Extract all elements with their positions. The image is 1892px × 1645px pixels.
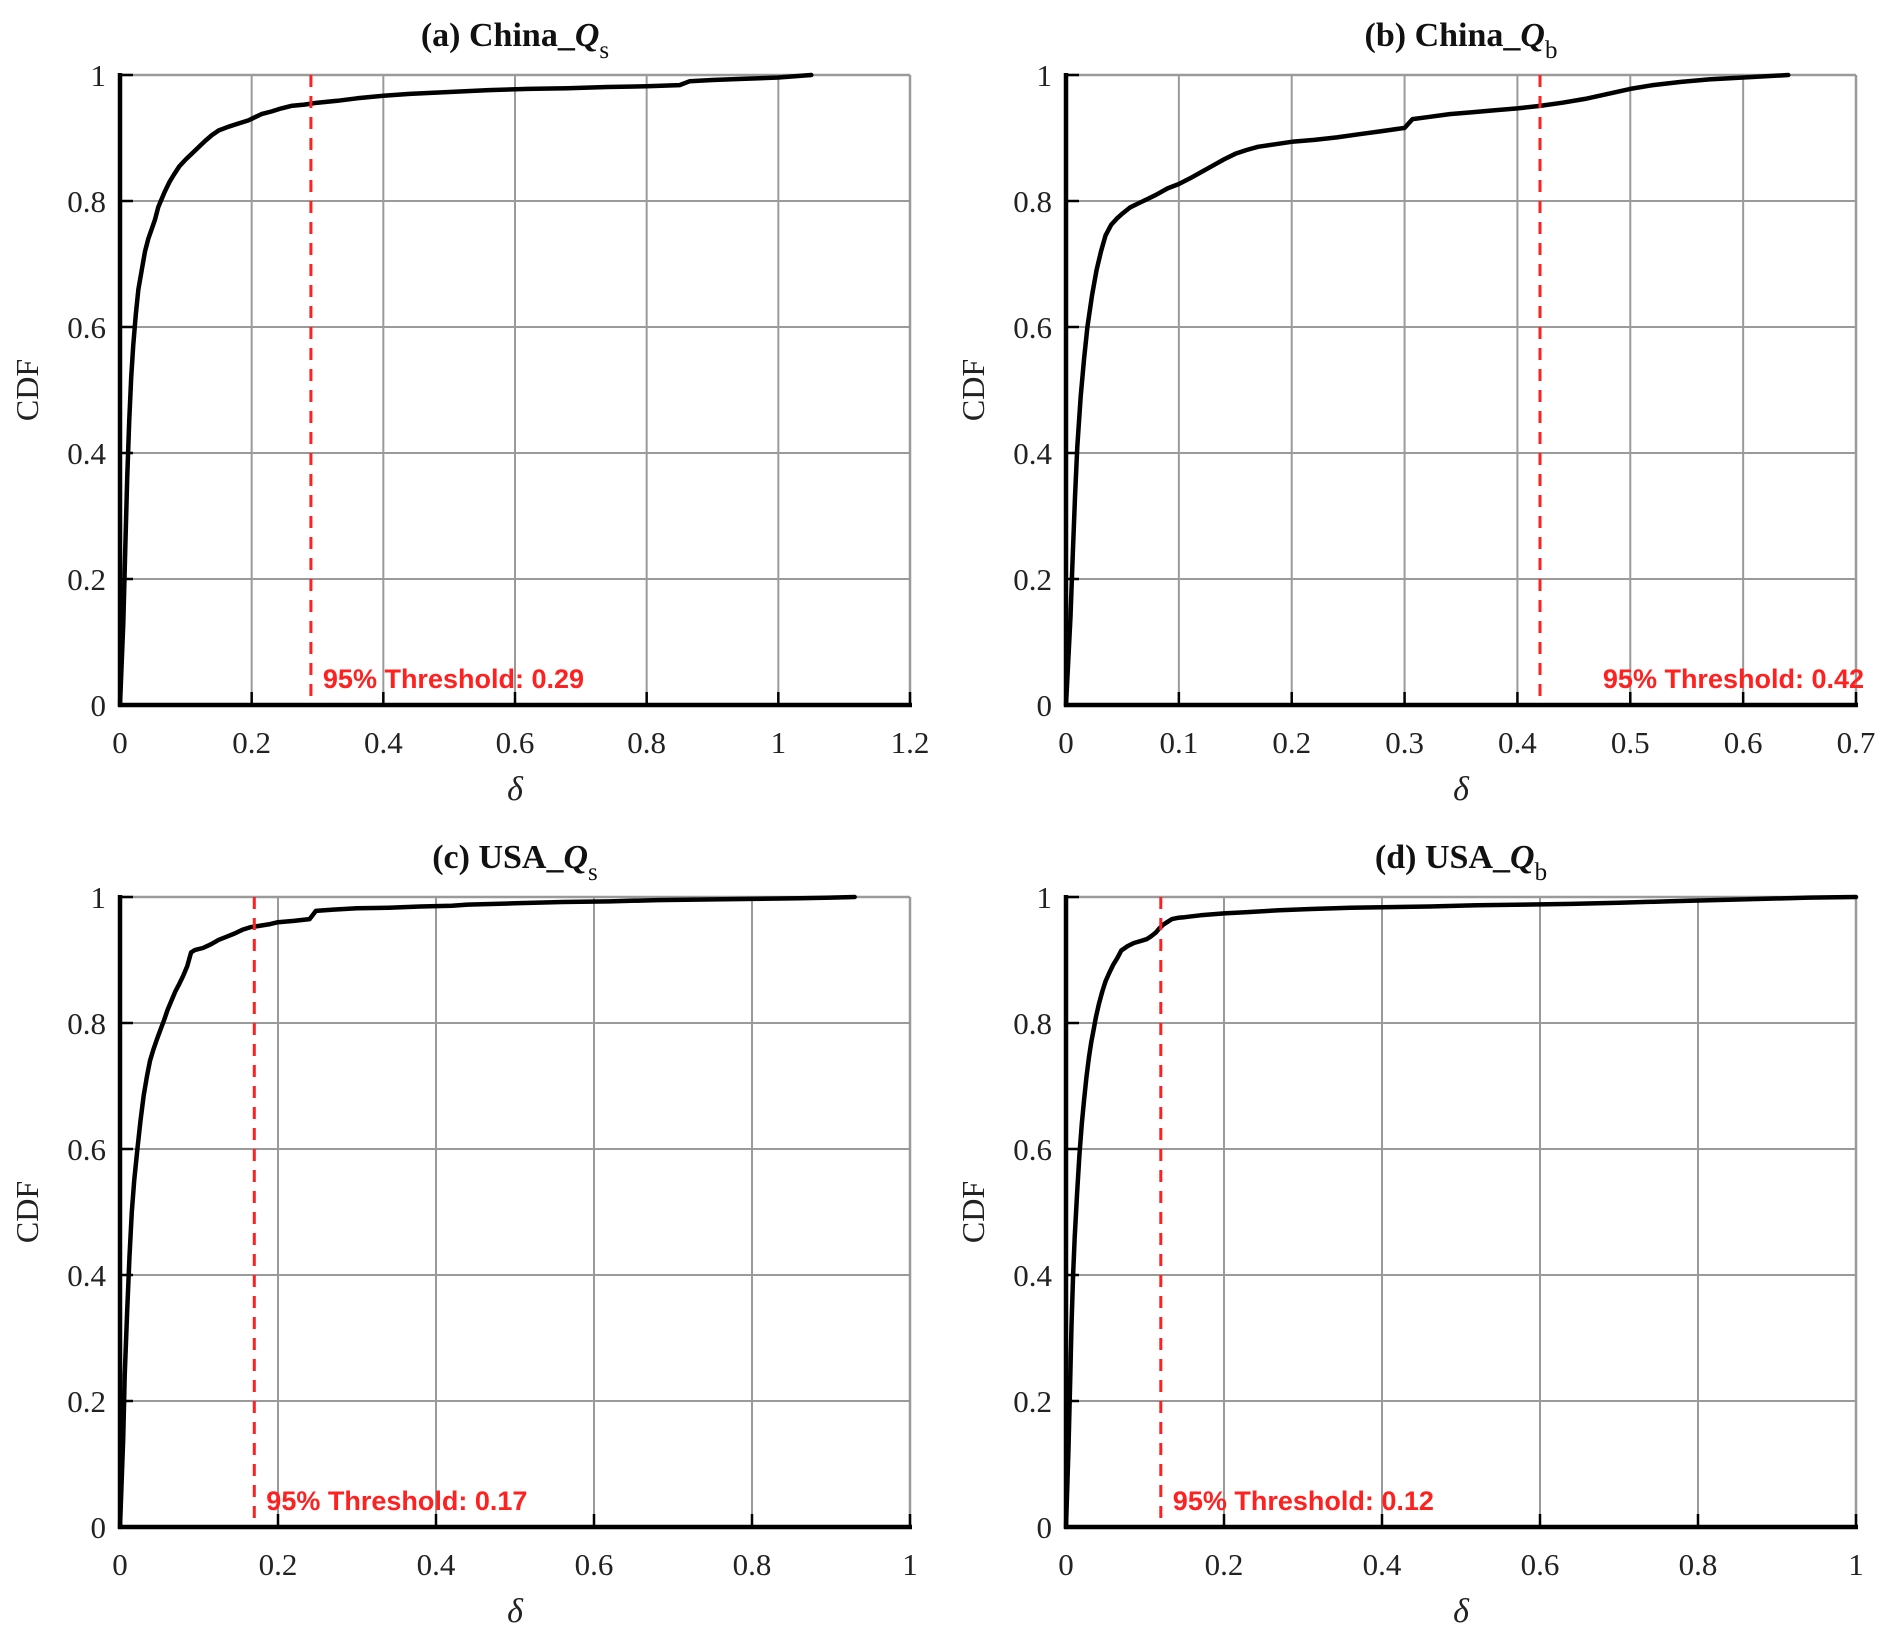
plot-title: (b) China_Qb xyxy=(1365,17,1558,64)
x-tick-label: 1 xyxy=(902,1547,918,1582)
y-tick-label: 0.2 xyxy=(1013,1384,1052,1419)
cdf-plot-d: 95% Threshold: 0.12 0 0.2 0.4 0.6 0.8 1 0 0.2 0.4… xyxy=(955,839,1864,1630)
grid-lines xyxy=(119,896,911,1528)
cdf-curve xyxy=(1063,894,1859,1530)
x-tick-label: 0.4 xyxy=(364,725,403,760)
y-tick-label: 0.6 xyxy=(67,310,106,345)
x-tick-label: 1 xyxy=(771,725,787,760)
x-tick-label: 0.4 xyxy=(417,1547,456,1582)
y-tick-label: 0.4 xyxy=(67,1258,106,1293)
x-tick-label: 0 xyxy=(112,1547,128,1582)
y-axis-label: CDF xyxy=(9,359,45,421)
x-tick-label: 0.6 xyxy=(575,1547,614,1582)
y-tick-label: 0.8 xyxy=(1013,184,1052,219)
subplot-usa-qs: 95% Threshold: 0.17 0 0.2 0.4 0.6 0.8 1 0 0.2 0.4… xyxy=(0,822,946,1644)
x-tick-label: 0.2 xyxy=(1205,1547,1244,1582)
subplot-china-qb: 95% Threshold: 0.42 0 0.1 0.2 0.3 0.4 0.5 0.6 0.… xyxy=(946,0,1892,822)
cdf-curve xyxy=(1063,72,1791,708)
y-tick-label: 0.6 xyxy=(67,1132,106,1167)
x-tick-label: 0.6 xyxy=(1521,1547,1560,1582)
y-tick-label: 0 xyxy=(91,688,107,723)
y-tick-label: 1 xyxy=(91,880,107,915)
x-tick-label: 0 xyxy=(112,725,128,760)
threshold-label: 95% Threshold: 0.29 xyxy=(323,664,584,694)
subplot-usa-qb: 95% Threshold: 0.12 0 0.2 0.4 0.6 0.8 1 0 0.2 0.4… xyxy=(946,822,1892,1644)
cdf-plot-b: 95% Threshold: 0.42 0 0.1 0.2 0.3 0.4 0.5 0.6 0.… xyxy=(955,17,1876,808)
tick-marks xyxy=(1064,895,1858,1529)
x-tick-label: 0.2 xyxy=(232,725,271,760)
x-tick-label: 0.7 xyxy=(1837,725,1876,760)
y-tick-label: 0.2 xyxy=(67,562,106,597)
y-tick-label: 0.4 xyxy=(1013,436,1052,471)
grid-lines xyxy=(1065,74,1857,706)
y-tick-label: 1 xyxy=(1037,58,1053,93)
plot-title: (d) USA_Qb xyxy=(1375,839,1547,886)
y-tick-label: 0.6 xyxy=(1013,1132,1052,1167)
x-tick-label: 0.3 xyxy=(1385,725,1424,760)
threshold-label: 95% Threshold: 0.42 xyxy=(1603,664,1864,694)
y-tick-label: 0 xyxy=(1037,1510,1053,1545)
x-axis-label: δ xyxy=(1453,771,1470,808)
y-tick-label: 0.2 xyxy=(1013,562,1052,597)
cdf-plot-c: 95% Threshold: 0.17 0 0.2 0.4 0.6 0.8 1 0 0.2 0.4… xyxy=(9,839,918,1630)
x-tick-label: 0.4 xyxy=(1498,725,1537,760)
y-tick-label: 0 xyxy=(1037,688,1053,723)
x-tick-label: 0.8 xyxy=(627,725,666,760)
grid-lines xyxy=(119,74,911,706)
threshold-label: 95% Threshold: 0.12 xyxy=(1173,1486,1434,1516)
y-tick-label: 0.4 xyxy=(1013,1258,1052,1293)
x-tick-label: 0.8 xyxy=(733,1547,772,1582)
y-axis-label: CDF xyxy=(9,1181,45,1243)
x-tick-label: 0.1 xyxy=(1159,725,1198,760)
y-axis-label: CDF xyxy=(955,359,991,421)
y-tick-label: 1 xyxy=(1037,880,1053,915)
x-tick-label: 1.2 xyxy=(891,725,930,760)
y-tick-label: 0.8 xyxy=(67,1006,106,1041)
tick-marks xyxy=(118,895,912,1529)
y-tick-label: 0 xyxy=(91,1510,107,1545)
plot-title: (a) China_Qs xyxy=(421,17,609,64)
y-tick-label: 1 xyxy=(91,58,107,93)
plot-title: (c) USA_Qs xyxy=(432,839,598,886)
x-tick-label: 0.5 xyxy=(1611,725,1650,760)
y-tick-label: 0.8 xyxy=(67,184,106,219)
cdf-plot-a: 95% Threshold: 0.29 0 0.2 0.4 0.6 0.8 1 1.2 0 0.2… xyxy=(9,17,930,808)
x-tick-label: 0.6 xyxy=(496,725,535,760)
x-axis-label: δ xyxy=(1453,1593,1470,1630)
x-tick-label: 0.4 xyxy=(1363,1547,1402,1582)
x-tick-label: 1 xyxy=(1848,1547,1864,1582)
cdf-curve xyxy=(117,72,814,708)
x-axis-label: δ xyxy=(507,771,524,808)
x-tick-label: 0 xyxy=(1058,1547,1074,1582)
y-axis-label: CDF xyxy=(955,1181,991,1243)
x-tick-label: 0.8 xyxy=(1679,1547,1718,1582)
y-tick-label: 0.8 xyxy=(1013,1006,1052,1041)
y-tick-label: 0.4 xyxy=(67,436,106,471)
x-tick-label: 0 xyxy=(1058,725,1074,760)
y-tick-label: 0.6 xyxy=(1013,310,1052,345)
y-tick-label: 0.2 xyxy=(67,1384,106,1419)
x-tick-label: 0.6 xyxy=(1724,725,1763,760)
x-tick-label: 0.2 xyxy=(259,1547,298,1582)
x-tick-label: 0.2 xyxy=(1272,725,1311,760)
cdf-curve xyxy=(117,894,857,1530)
x-axis-label: δ xyxy=(507,1593,524,1630)
subplot-china-qs: 95% Threshold: 0.29 0 0.2 0.4 0.6 0.8 1 1.2 0 0.2… xyxy=(0,0,946,822)
threshold-label: 95% Threshold: 0.17 xyxy=(266,1486,527,1516)
tick-marks xyxy=(1064,73,1858,707)
grid-lines xyxy=(1065,896,1857,1528)
